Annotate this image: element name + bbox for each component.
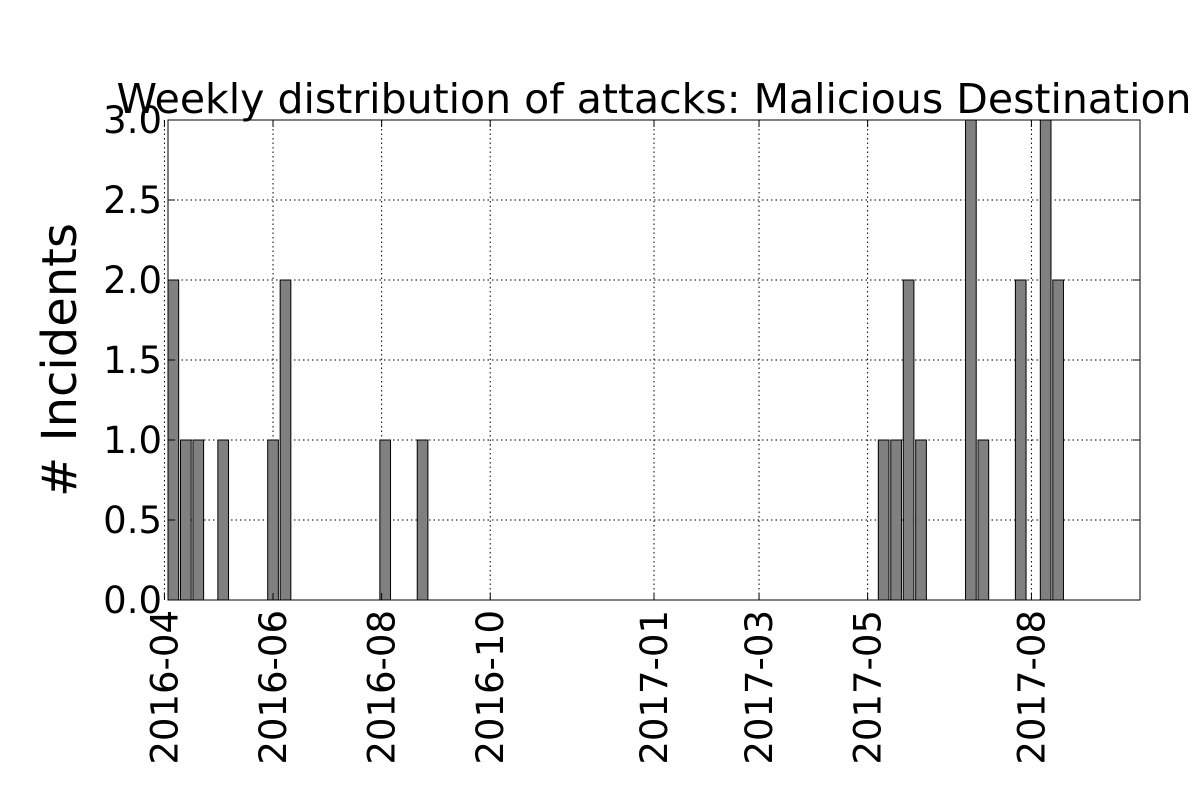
bar	[379, 439, 392, 601]
y-tick-label: 2.5	[103, 179, 162, 222]
y-tick-label: 0.5	[103, 499, 162, 542]
bar	[965, 119, 977, 601]
bar	[1052, 279, 1064, 601]
bar	[217, 439, 230, 601]
x-tick-label: 2017-05	[847, 610, 890, 765]
y-axis-ticks: 0.0 0.5 1.0 1.5 2.0 2.5 3.0	[103, 99, 1140, 622]
x-tick-label: 2016-04	[143, 610, 186, 765]
bar	[416, 439, 429, 601]
x-tick-label: 2017-08	[1010, 610, 1053, 765]
y-axis-label: # Incidents	[32, 223, 88, 497]
y-tick-label: 1.0	[103, 419, 162, 462]
y-tick-label: 3.0	[103, 99, 162, 142]
x-axis-ticks: 2016-04 2016-06 2016-08 2016-10 2017-01 2017-…	[143, 120, 1053, 765]
chart-title: Weekly distribution of attacks: Maliciou…	[116, 75, 1191, 123]
x-tick-label: 2016-10	[469, 610, 512, 765]
x-tick-label: 2017-01	[633, 610, 676, 765]
bar	[890, 439, 902, 601]
bar	[877, 439, 890, 601]
y-tick-label: 2.0	[103, 259, 162, 302]
y-tick-label: 0.0	[103, 579, 162, 622]
bar	[179, 439, 192, 601]
bar	[1014, 279, 1027, 601]
x-tick-label: 2017-03	[738, 610, 781, 765]
bar	[267, 439, 279, 601]
bar	[902, 279, 915, 601]
bar	[192, 439, 205, 601]
bar	[279, 279, 292, 601]
bar	[1039, 119, 1052, 601]
x-tick-label: 2016-06	[252, 610, 295, 765]
bar	[915, 439, 927, 601]
bar	[977, 439, 990, 601]
x-tick-label: 2016-08	[361, 610, 404, 765]
grid	[163, 119, 1140, 601]
y-tick-label: 1.5	[103, 339, 162, 382]
